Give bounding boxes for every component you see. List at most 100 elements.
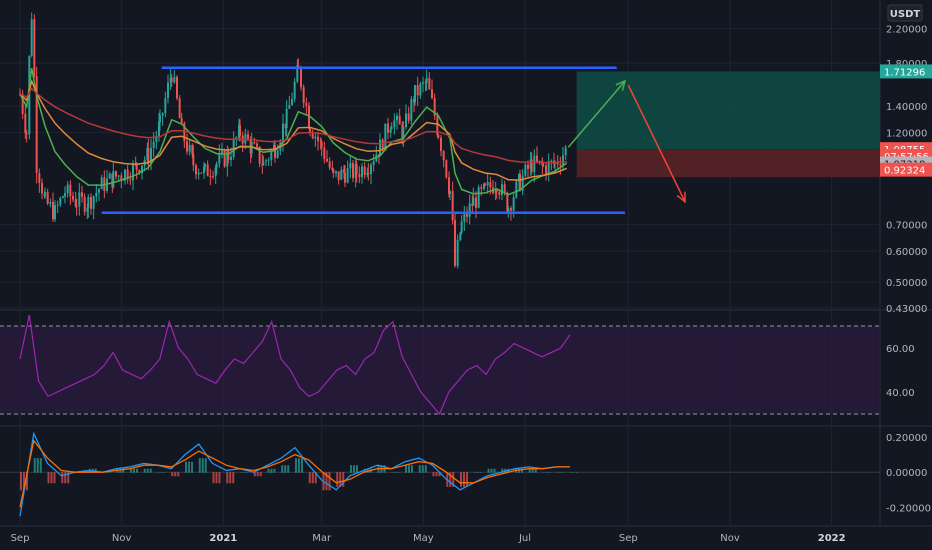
candle-body bbox=[332, 169, 335, 174]
candle-body bbox=[355, 164, 358, 175]
macd-histogram-bar bbox=[466, 472, 468, 487]
candle-body bbox=[381, 139, 384, 151]
candle-body bbox=[562, 155, 564, 166]
candle-body bbox=[390, 127, 393, 129]
x-tick-label: Jul bbox=[518, 533, 531, 544]
candle-body bbox=[320, 141, 323, 148]
candle-body bbox=[515, 181, 518, 198]
macd-histogram-bar bbox=[479, 472, 482, 473]
macd-histogram-bar bbox=[336, 472, 339, 487]
macd-histogram-bar bbox=[449, 472, 452, 487]
macd-histogram-bar bbox=[493, 468, 496, 473]
rsi-tick-label: 60.00 bbox=[886, 344, 915, 355]
candle-body bbox=[158, 121, 160, 136]
candle-body bbox=[92, 196, 95, 209]
candle-body bbox=[167, 82, 169, 99]
price-tick-label: 0.60000 bbox=[886, 247, 927, 258]
macd-histogram-bar bbox=[559, 472, 562, 473]
candle-body bbox=[69, 184, 72, 197]
candle-body bbox=[147, 148, 150, 164]
macd-tick-label: 0.20000 bbox=[886, 433, 927, 444]
macd-histogram-bar bbox=[243, 472, 245, 473]
macd-histogram-bar bbox=[267, 468, 270, 473]
candle-body bbox=[124, 169, 126, 181]
candle-body bbox=[239, 124, 241, 136]
candle-body bbox=[49, 202, 52, 204]
macd-histogram-bar bbox=[418, 465, 421, 473]
candle-body bbox=[512, 197, 515, 211]
x-tick-label: May bbox=[413, 533, 434, 544]
candle-body bbox=[87, 196, 90, 208]
macd-histogram-bar bbox=[212, 472, 215, 484]
candle-body bbox=[398, 115, 401, 125]
ma-mid-line bbox=[19, 78, 567, 181]
candle-body bbox=[33, 19, 36, 77]
candle-body bbox=[35, 76, 38, 174]
candle-body bbox=[38, 173, 41, 183]
macd-histogram-bar bbox=[573, 472, 575, 473]
candle-body bbox=[547, 161, 550, 174]
candle-body bbox=[538, 160, 541, 162]
candle-body bbox=[191, 144, 194, 154]
x-tick-label: Nov bbox=[112, 533, 132, 544]
candle-body bbox=[72, 196, 74, 200]
time-axis[interactable]: Sep Nov 2021 Mar May Jul Sep Nov 2022 bbox=[11, 533, 846, 544]
candle-body bbox=[206, 164, 209, 177]
macd-histogram-bar bbox=[473, 472, 476, 473]
rsi-pane[interactable] bbox=[0, 314, 880, 416]
price-pane[interactable] bbox=[19, 12, 880, 269]
macd-histogram-bar bbox=[146, 468, 149, 473]
macd-histogram-bar bbox=[490, 468, 493, 473]
candle-body bbox=[46, 192, 49, 204]
candle-body bbox=[337, 171, 340, 180]
macd-histogram-bar bbox=[397, 472, 400, 473]
stop-zone bbox=[576, 149, 880, 178]
candle-body bbox=[262, 161, 265, 166]
candle-body bbox=[90, 196, 92, 209]
candle-body bbox=[138, 169, 141, 174]
candle-body bbox=[416, 85, 419, 96]
candle-body bbox=[300, 67, 302, 88]
candle-body bbox=[454, 220, 456, 266]
candle-body bbox=[308, 105, 310, 129]
currency-badge[interactable]: USDT bbox=[887, 4, 923, 22]
candle-body bbox=[346, 168, 349, 183]
candle-body bbox=[188, 144, 191, 152]
candle-body bbox=[314, 136, 317, 139]
candle-body bbox=[344, 172, 346, 183]
price-axis[interactable]: 2.200001.800001.400001.200000.700000.600… bbox=[880, 25, 932, 515]
projection-up-arrow-head bbox=[615, 79, 627, 91]
candle-body bbox=[466, 213, 468, 217]
candle-body bbox=[267, 159, 270, 161]
candle-body bbox=[459, 232, 462, 240]
candle-body bbox=[463, 213, 466, 222]
candle-body bbox=[215, 163, 218, 168]
macd-histogram-bar bbox=[281, 465, 284, 473]
candle-body bbox=[433, 98, 436, 116]
candle-body bbox=[81, 192, 83, 197]
macd-histogram-bar bbox=[157, 472, 160, 473]
macd-histogram-bar bbox=[246, 472, 248, 473]
macd-histogram-bar bbox=[542, 472, 545, 473]
macd-histogram-bar bbox=[463, 472, 465, 487]
candle-body bbox=[483, 183, 485, 189]
candle-body bbox=[21, 94, 24, 114]
candle-body bbox=[564, 147, 567, 156]
candle-body bbox=[414, 85, 416, 103]
candle-body bbox=[328, 161, 331, 168]
macd-histogram-bar bbox=[226, 472, 229, 484]
macd-histogram-bar bbox=[198, 458, 201, 473]
candle-body bbox=[361, 166, 363, 178]
macd-histogram-bar bbox=[311, 472, 314, 484]
candle-body bbox=[367, 172, 370, 175]
macd-pane[interactable] bbox=[0, 431, 880, 517]
candle-body bbox=[340, 169, 343, 180]
candle-body bbox=[186, 141, 188, 152]
macd-histogram-bar bbox=[39, 458, 42, 473]
price-tick-label: 2.20000 bbox=[886, 25, 927, 36]
projection-up-arrow bbox=[567, 80, 626, 148]
candle-body bbox=[141, 165, 143, 174]
macd-histogram-bar bbox=[119, 468, 122, 473]
candle-body bbox=[358, 174, 361, 178]
